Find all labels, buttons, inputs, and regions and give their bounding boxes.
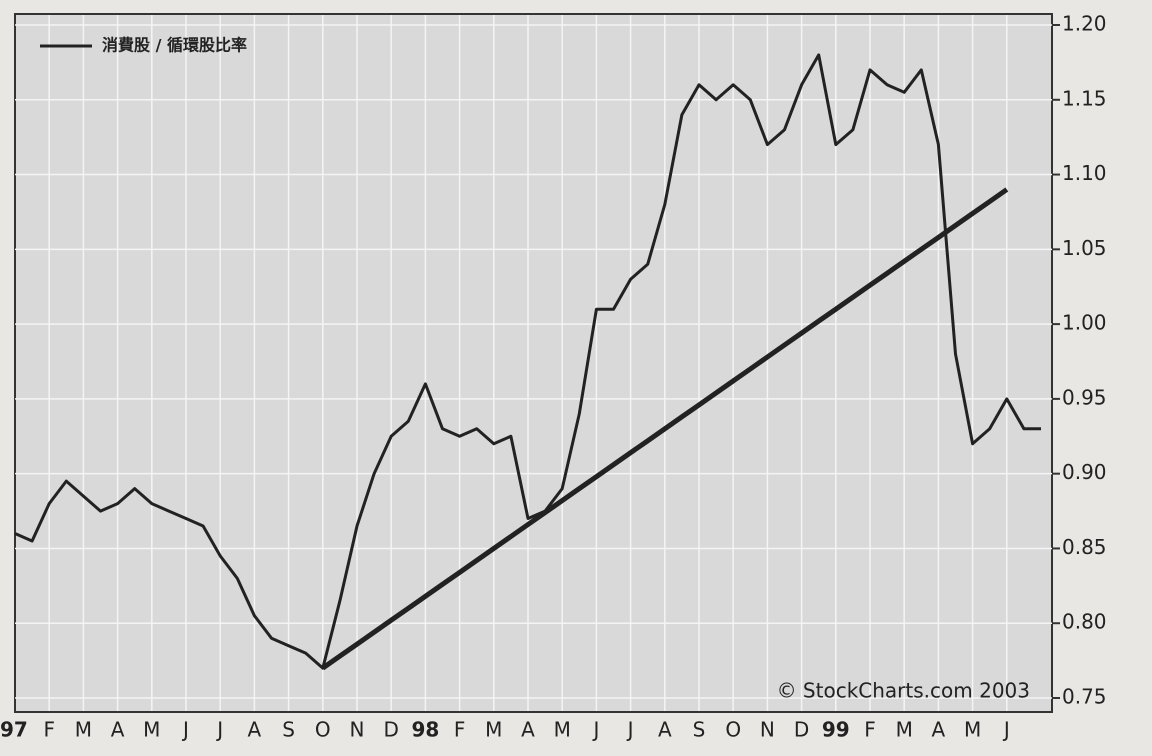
data-line [14,53,1041,670]
x-tick-label: A [248,718,262,742]
x-tick-label: M [485,718,502,742]
x-tick-label: M [964,718,981,742]
grid [15,15,1052,711]
x-tick-label: A [658,718,672,742]
x-tick-label: A [521,718,535,742]
y-tick-label: 0.95 [1062,385,1107,409]
x-tick-label: 99 [822,718,850,742]
plot-area [14,13,1053,713]
x-tick-label: J [215,718,223,742]
x-tick-label: J [181,718,189,742]
y-tick-label: 0.75 [1062,685,1107,709]
x-tick-label: N [350,718,365,742]
x-tick-label: A [932,718,946,742]
y-tick-label: 1.20 [1062,12,1107,36]
x-tick-label: S [693,718,706,742]
trend-line [321,187,1009,671]
x-tick-label: J [1002,718,1010,742]
x-tick-label: O [315,718,331,742]
x-tick-label: 97 [0,718,28,742]
legend-label: 消費股 / 循環股比率 [102,36,247,55]
y-tick-label: 1.00 [1062,311,1107,335]
x-tick-label: M [896,718,913,742]
annotation: © StockCharts.com 2003 [777,679,1030,703]
y-tick-label: 1.10 [1062,161,1107,185]
y-tick-label: 0.80 [1062,610,1107,634]
x-tick-label: M [75,718,92,742]
x-tick-label: 98 [411,718,439,742]
x-tick-label: A [111,718,125,742]
y-tick-label: 0.85 [1062,535,1107,559]
y-tick-label: 0.90 [1062,460,1107,484]
x-tick-label: N [760,718,775,742]
x-tick-label: O [725,718,741,742]
x-tick-label: F [454,718,466,742]
x-tick-label: D [794,718,809,742]
x-tick-label: F [43,718,55,742]
x-tick-label: J [591,718,599,742]
x-tick-label: M [554,718,571,742]
x-tick-label: M [143,718,160,742]
x-tick-label: F [864,718,876,742]
y-tick-label: 1.05 [1062,236,1107,260]
x-tick-label: D [383,718,398,742]
y-tick-label: 1.15 [1062,86,1107,110]
x-tick-label: S [282,718,295,742]
x-tick-label: J [626,718,634,742]
